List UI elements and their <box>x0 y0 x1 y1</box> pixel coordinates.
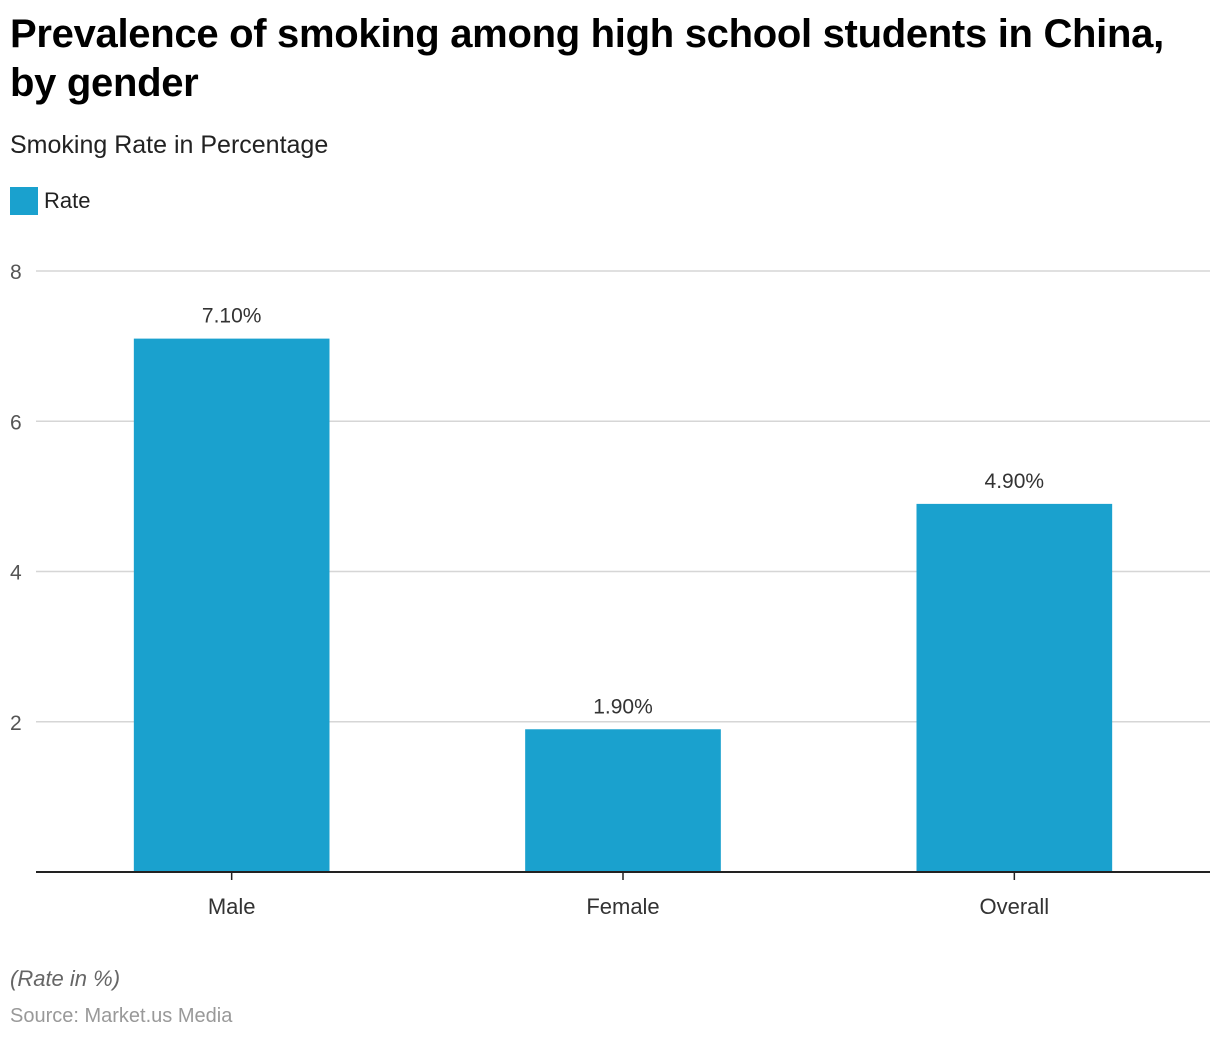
bar-female <box>525 729 721 872</box>
bar-male <box>133 338 330 872</box>
legend-label: Rate <box>44 188 91 213</box>
source: Source: Market.us Media <box>10 1005 233 1027</box>
legend: Rate <box>10 187 90 215</box>
y-tick-label: 6 <box>10 411 22 434</box>
x-tick-label: Overall <box>979 894 1049 919</box>
x-tick-label: Male <box>208 894 256 919</box>
chart-title: Prevalence of smoking among high school … <box>10 12 1164 105</box>
chart-subtitle: Smoking Rate in Percentage <box>10 131 329 159</box>
y-tick-label: 8 <box>10 261 22 284</box>
data-label: 4.90% <box>985 470 1045 493</box>
footnote: (Rate in %) <box>10 966 121 991</box>
x-tick-label: Female <box>586 894 659 919</box>
data-label: 7.10% <box>202 305 262 328</box>
legend-swatch <box>10 187 38 215</box>
data-label: 1.90% <box>593 695 653 718</box>
y-tick-label: 2 <box>10 712 22 735</box>
bar-overall <box>916 503 1113 872</box>
y-tick-label: 4 <box>10 562 22 585</box>
